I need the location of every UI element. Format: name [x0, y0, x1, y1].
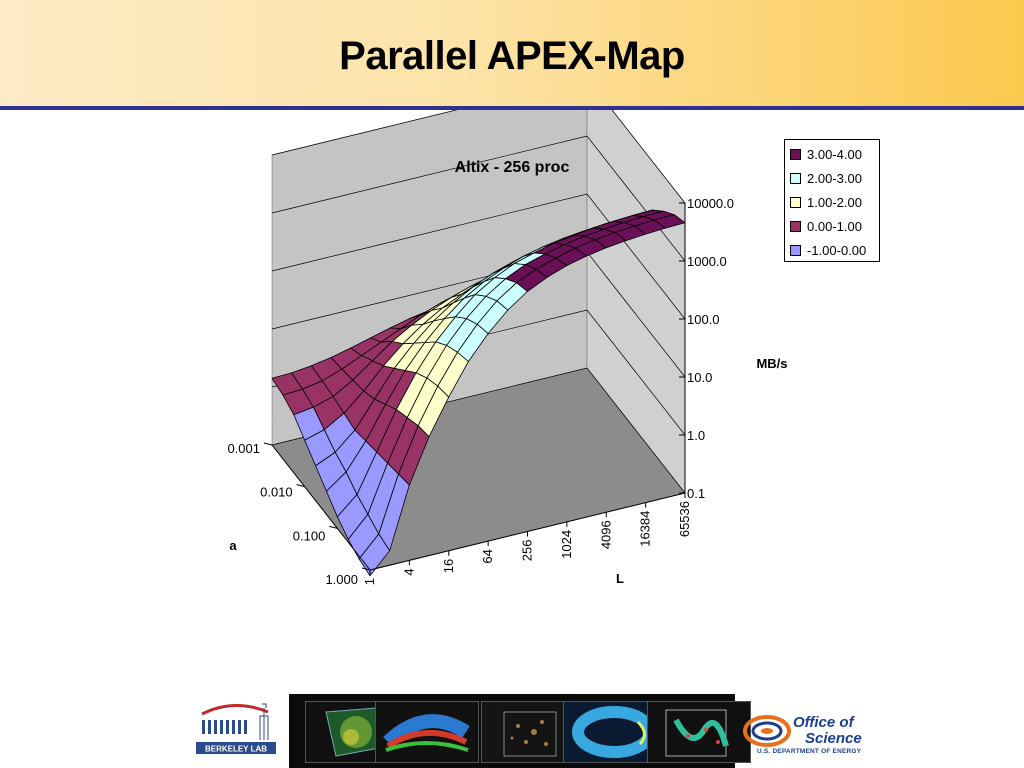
- berkeley-lab-logo: BERKELEY LAB: [196, 703, 276, 754]
- l-tick-label: 1: [362, 578, 377, 585]
- chart-axes: 0.1 1.0 10.0 100.0 1000.0 10000.0 1 4 16 64 256 102…: [227, 196, 734, 587]
- z-tick-label: 1.0: [687, 428, 705, 443]
- a-tick: [263, 442, 273, 446]
- legend-label: 1.00-2.00: [807, 194, 862, 210]
- berkeley-lab-label: BERKELEY LAB: [205, 745, 267, 754]
- header-rule: [0, 106, 1024, 110]
- a-tick-label: 1.000: [325, 572, 358, 587]
- legend-item: 3.00-4.00: [790, 146, 862, 162]
- l-tick-label: 65536: [677, 501, 692, 537]
- z-axis-label: MB/s: [756, 356, 787, 371]
- a-tick: [329, 525, 338, 529]
- protein-cube-image: [647, 701, 751, 763]
- legend-swatch: [790, 172, 801, 184]
- legend-swatch: [790, 244, 801, 256]
- legend-label: 2.00-3.00: [807, 170, 862, 186]
- z-tick-label: 0.1: [687, 486, 705, 501]
- z-tick-label: 100.0: [687, 312, 720, 327]
- x-axis-label: L: [616, 571, 624, 586]
- legend-label: 3.00-4.00: [807, 146, 862, 162]
- legend-item: 2.00-3.00: [790, 170, 862, 186]
- chart-legend: 3.00-4.00 2.00-3.00 1.00-2.00 0.00-1.00 …: [784, 139, 880, 262]
- legend-swatch: [790, 196, 801, 208]
- a-tick-label: 0.100: [293, 528, 326, 543]
- chart-title: Altix - 256 proc: [455, 159, 570, 176]
- chart-surface: [271, 209, 686, 577]
- a-tick-label: 0.001: [227, 441, 260, 456]
- legend-swatch: [790, 148, 801, 160]
- torus-section-image: [375, 701, 479, 763]
- doe-department-label: U.S. DEPARTMENT OF ENERGY: [757, 748, 862, 755]
- y-axis-label: a: [229, 538, 237, 553]
- doe-swirl-icon: [743, 715, 791, 747]
- slide-title: Parallel APEX-Map: [339, 34, 685, 78]
- legend-label: -1.00-0.00: [807, 242, 867, 258]
- l-tick-label: 4096: [598, 520, 613, 549]
- legend-item: 1.00-2.00: [790, 194, 862, 210]
- z-tick-label: 1000.0: [687, 254, 727, 269]
- z-tick-label: 10.0: [687, 370, 712, 385]
- legend-item: -1.00-0.00: [790, 242, 866, 258]
- gridline: [271, 110, 686, 204]
- legend-swatch: [790, 220, 801, 232]
- l-tick-label: 16384: [638, 511, 653, 547]
- legend-label: 0.00-1.00: [807, 218, 862, 234]
- surface-chart: 0.1 1.0 10.0 100.0 1000.0 10000.0 1 4 16 64 256 102…: [227, 110, 788, 587]
- a-axis-line: [271, 444, 371, 571]
- l-tick-label: 256: [520, 540, 535, 562]
- a-tick-label: 0.010: [260, 485, 293, 500]
- l-tick-label: 64: [480, 549, 495, 563]
- doe-office-label: Office of: [793, 714, 854, 731]
- a-tick: [296, 484, 305, 488]
- l-tick-label: 1024: [559, 530, 574, 559]
- a-tick: [361, 567, 371, 571]
- gridline: [271, 193, 686, 320]
- legend-item: 0.00-1.00: [790, 218, 862, 234]
- doe-science-label: Science: [805, 730, 862, 747]
- l-tick-label: 4: [401, 568, 416, 575]
- l-tick-label: 16: [441, 559, 456, 573]
- slide-header: [0, 0, 1024, 106]
- doe-office-of-science-logo: Office of Science U.S. DEPARTMENT OF ENE…: [743, 712, 873, 762]
- z-tick-label: 10000.0: [687, 196, 734, 211]
- science-image-strip: [289, 694, 751, 768]
